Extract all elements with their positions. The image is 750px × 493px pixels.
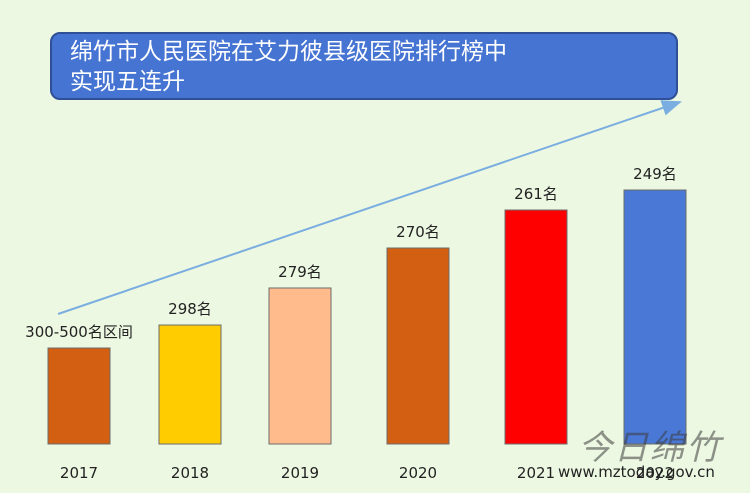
data-label-2020: 270名	[396, 223, 440, 241]
chart-title-line-1: 绵竹市人民医院在艾力彼县级医院排行榜中	[70, 39, 507, 65]
data-label-2021: 261名	[514, 185, 558, 203]
chart-title-line-2: 实现五连升	[70, 69, 185, 95]
bar-2017	[47, 347, 111, 445]
data-label-2019: 279名	[278, 263, 322, 281]
data-label-2017: 300-500名区间	[25, 323, 133, 341]
x-tick-2020: 2020	[399, 464, 437, 482]
chart-title-banner: 绵竹市人民医院在艾力彼县级医院排行榜中 实现五连升	[50, 32, 678, 100]
x-tick-2022: 2022	[636, 464, 674, 482]
trend-arrow	[57, 100, 682, 315]
bar-2021	[504, 209, 568, 445]
x-tick-2018: 2018	[171, 464, 209, 482]
watermark-url: www.mztoday.gov.cn	[558, 463, 715, 481]
data-label-2018: 298名	[168, 300, 212, 318]
x-tick-2017: 2017	[60, 464, 98, 482]
bar-2020	[386, 247, 450, 445]
x-tick-2021: 2021	[517, 464, 555, 482]
bar-2022	[623, 189, 687, 445]
bar-2019	[268, 287, 332, 445]
bar-2018	[158, 324, 222, 445]
data-label-2022: 249名	[633, 165, 677, 183]
watermark-logo: 今日绵竹	[578, 428, 722, 468]
x-tick-2019: 2019	[281, 464, 319, 482]
